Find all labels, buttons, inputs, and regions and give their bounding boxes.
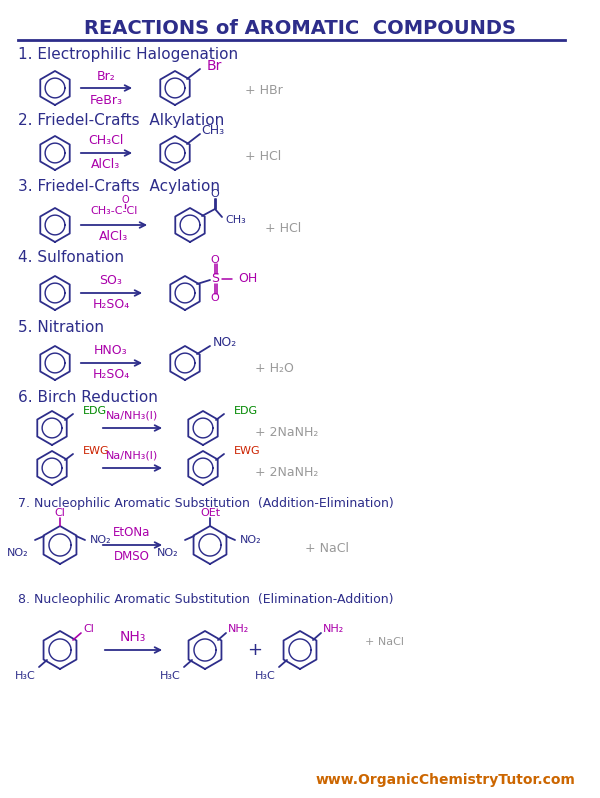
Text: + NaCl: + NaCl: [305, 542, 349, 555]
Text: 3. Friedel-Crafts  Acylation: 3. Friedel-Crafts Acylation: [18, 180, 220, 195]
Text: AlCl₃: AlCl₃: [100, 231, 128, 243]
Text: CH₃Cl: CH₃Cl: [88, 135, 124, 148]
Text: FeBr₃: FeBr₃: [89, 93, 122, 106]
Text: 5. Nitration: 5. Nitration: [18, 321, 104, 335]
Text: + HCl: + HCl: [245, 149, 281, 163]
Text: NO₂: NO₂: [7, 548, 29, 558]
Text: H₃C: H₃C: [254, 671, 275, 681]
Text: Cl: Cl: [83, 624, 94, 634]
Text: NH₂: NH₂: [228, 624, 249, 634]
Text: 6. Birch Reduction: 6. Birch Reduction: [18, 390, 158, 405]
Text: SO₃: SO₃: [100, 275, 122, 287]
Text: DMSO: DMSO: [114, 551, 150, 563]
Text: + HBr: + HBr: [245, 85, 283, 97]
Text: OH: OH: [238, 272, 257, 286]
Text: O: O: [211, 293, 220, 303]
Text: EWG: EWG: [234, 446, 260, 456]
Text: Cl: Cl: [55, 508, 65, 518]
Text: + 2NaNH₂: + 2NaNH₂: [255, 467, 319, 480]
Text: H₂SO₄: H₂SO₄: [92, 369, 130, 381]
Text: O: O: [121, 195, 129, 205]
Text: NO₂: NO₂: [157, 548, 179, 558]
Text: HNO₃: HNO₃: [94, 345, 128, 358]
Text: NO₂: NO₂: [213, 335, 237, 349]
Text: NO₂: NO₂: [240, 535, 262, 545]
Text: 8. Nucleophilic Aromatic Substitution  (Elimination-Addition): 8. Nucleophilic Aromatic Substitution (E…: [18, 594, 394, 606]
Text: REACTIONS of AROMATIC  COMPOUNDS: REACTIONS of AROMATIC COMPOUNDS: [84, 18, 516, 38]
Text: 7. Nucleophilic Aromatic Substitution  (Addition-Elimination): 7. Nucleophilic Aromatic Substitution (A…: [18, 496, 394, 509]
Text: 2. Friedel-Crafts  Alkylation: 2. Friedel-Crafts Alkylation: [18, 113, 224, 128]
Text: EtONa: EtONa: [113, 526, 151, 539]
Text: Br₂: Br₂: [97, 69, 115, 82]
Text: Na/NH₃(l): Na/NH₃(l): [106, 450, 158, 460]
Text: EDG: EDG: [83, 406, 107, 416]
Text: NO₂: NO₂: [90, 535, 112, 545]
Text: O: O: [211, 189, 220, 199]
Text: O: O: [211, 255, 220, 265]
Text: CH₃: CH₃: [225, 215, 246, 225]
Text: H₂SO₄: H₂SO₄: [92, 298, 130, 311]
Text: EWG: EWG: [83, 446, 110, 456]
Text: Br: Br: [207, 59, 223, 73]
Text: CH₃-C-Cl: CH₃-C-Cl: [91, 206, 137, 216]
Text: + H₂O: + H₂O: [255, 361, 294, 374]
Text: www.OrganicChemistryTutor.com: www.OrganicChemistryTutor.com: [315, 773, 575, 787]
Text: AlCl₃: AlCl₃: [91, 159, 121, 172]
Text: NH₂: NH₂: [323, 624, 344, 634]
Text: 4. Sulfonation: 4. Sulfonation: [18, 251, 124, 266]
Text: NH₃: NH₃: [120, 630, 146, 644]
Text: + 2NaNH₂: + 2NaNH₂: [255, 426, 319, 440]
Text: H₃C: H₃C: [160, 671, 181, 681]
Text: + NaCl: + NaCl: [365, 637, 404, 647]
Text: H₃C: H₃C: [14, 671, 35, 681]
Text: EDG: EDG: [234, 406, 258, 416]
Text: +: +: [248, 641, 263, 659]
Text: CH₃: CH₃: [201, 124, 224, 136]
Text: + HCl: + HCl: [265, 222, 301, 235]
Text: S: S: [211, 272, 219, 286]
Text: OEt: OEt: [200, 508, 220, 518]
Text: 1. Electrophilic Halogenation: 1. Electrophilic Halogenation: [18, 48, 238, 62]
Text: Na/NH₃(l): Na/NH₃(l): [106, 410, 158, 420]
